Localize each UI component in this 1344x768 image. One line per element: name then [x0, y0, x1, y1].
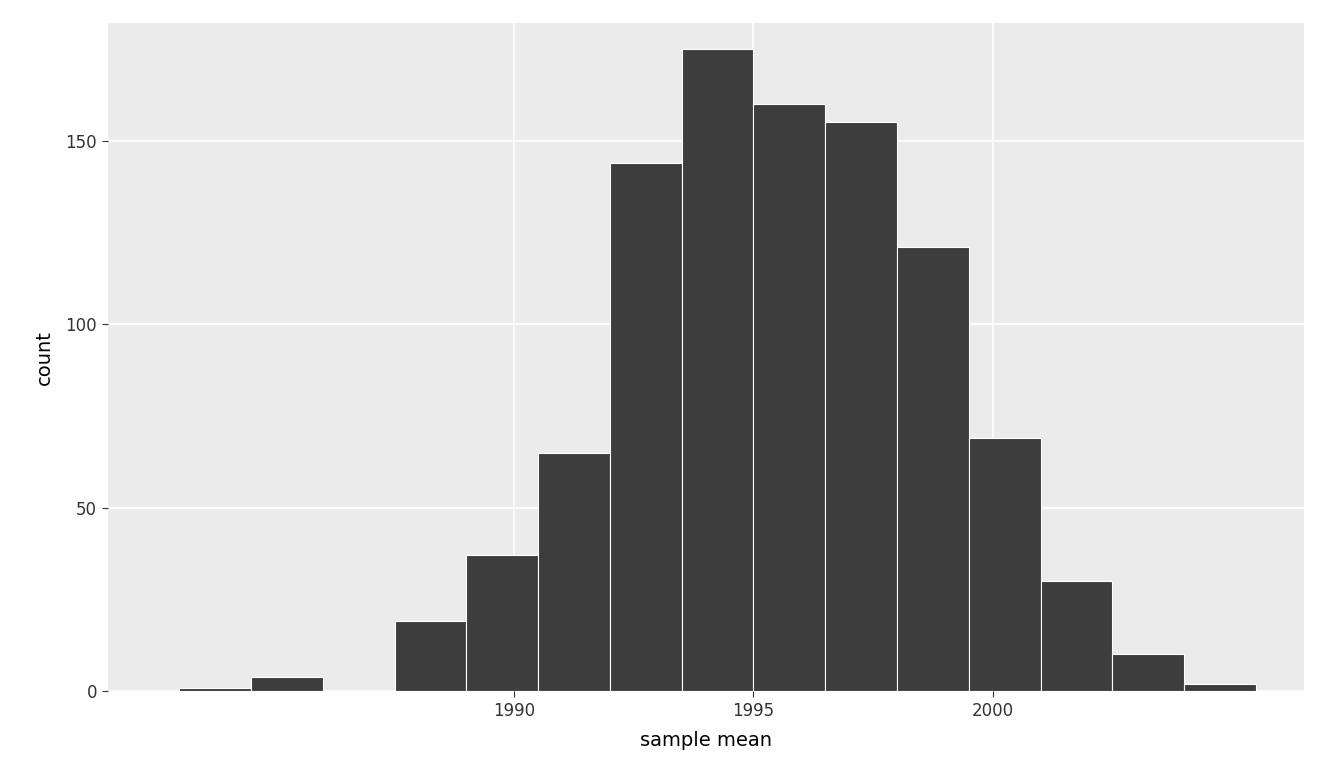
Bar — [969, 438, 1040, 691]
Bar — [1040, 581, 1113, 691]
Bar — [681, 48, 754, 691]
Bar — [825, 122, 896, 691]
Bar — [754, 104, 825, 691]
Bar — [610, 163, 681, 691]
Y-axis label: count: count — [35, 329, 54, 385]
Bar — [1113, 654, 1184, 691]
Bar — [1184, 684, 1255, 691]
Bar — [466, 555, 538, 691]
Bar — [395, 621, 466, 691]
Bar — [538, 452, 610, 691]
Bar — [896, 247, 969, 691]
Bar — [179, 687, 251, 691]
X-axis label: sample mean: sample mean — [640, 730, 771, 750]
Bar — [251, 677, 323, 691]
